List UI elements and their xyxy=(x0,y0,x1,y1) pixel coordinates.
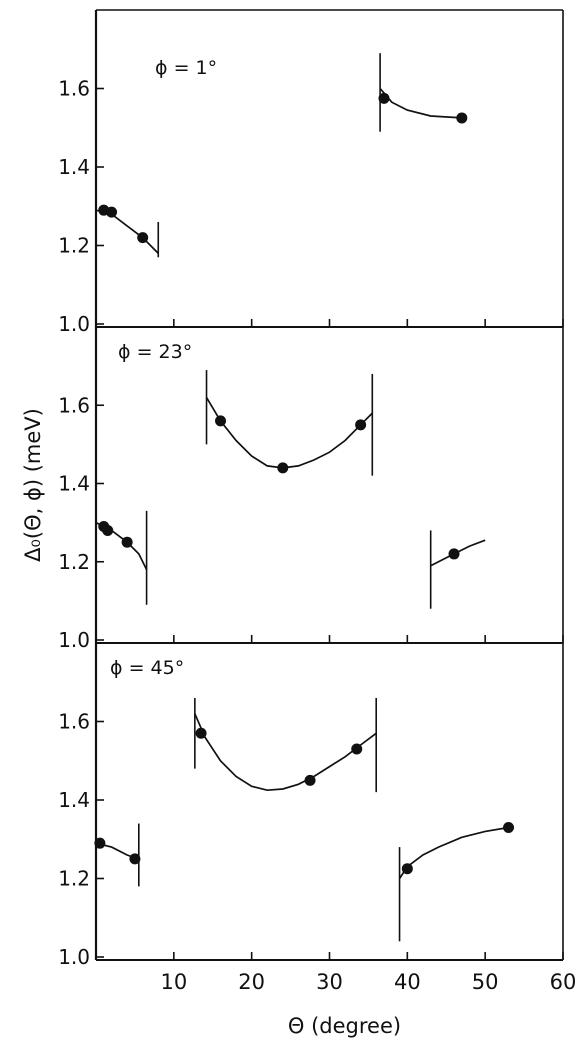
y-tick-label: 1.4 xyxy=(58,788,90,812)
data-point xyxy=(106,206,118,218)
data-point xyxy=(378,92,390,104)
x-tick-label: 10 xyxy=(160,970,187,994)
data-point xyxy=(121,536,133,548)
y-tick-label: 1.0 xyxy=(58,628,90,652)
x-axis-title: Θ (degree) xyxy=(288,1014,401,1038)
y-tick-label: 1.6 xyxy=(58,393,90,417)
y-tick-label: 1.6 xyxy=(58,710,90,734)
data-point xyxy=(129,853,141,865)
data-point xyxy=(277,462,289,474)
fit-curve xyxy=(95,209,159,254)
panel-3: 1.0 1.2 1.4 1.6 ϕ = 45° xyxy=(58,643,564,969)
y-axis-title: Δ₀(Θ, ϕ) (meV) xyxy=(21,408,45,562)
y-tick-label: 1.6 xyxy=(58,77,90,101)
data-point xyxy=(503,821,515,833)
y-tick-label: 1.4 xyxy=(58,155,90,179)
data-point xyxy=(304,774,316,786)
data-point xyxy=(355,419,367,431)
fit-curve xyxy=(205,396,373,469)
y-tick-label: 1.2 xyxy=(58,550,90,574)
x-tick-label: 40 xyxy=(394,970,421,994)
panel-label: ϕ = 1° xyxy=(155,57,217,79)
x-tick-label: 50 xyxy=(472,970,499,994)
panel-label: ϕ = 23° xyxy=(118,341,192,363)
data-point xyxy=(401,863,413,875)
data-point xyxy=(195,727,207,739)
panel-1: 1.0 1.2 1.4 1.6 ϕ = 1° xyxy=(58,9,564,336)
panel-label: ϕ = 45° xyxy=(110,657,184,679)
data-point xyxy=(456,112,468,124)
x-tick-label: 20 xyxy=(238,970,265,994)
y-tick-label: 1.4 xyxy=(58,472,90,496)
data-point xyxy=(215,415,227,427)
x-tick-label: 60 xyxy=(550,970,577,994)
y-tick-label: 1.0 xyxy=(58,945,90,969)
data-point xyxy=(351,743,363,755)
x-tick-label: 30 xyxy=(316,970,343,994)
data-point xyxy=(448,548,460,560)
data-point xyxy=(137,232,149,244)
panel-2: 1.0 1.2 1.4 1.6 ϕ = 23° xyxy=(58,327,564,652)
fit-curve xyxy=(398,826,509,879)
fit-curve xyxy=(379,87,462,119)
fit-curve xyxy=(194,713,377,792)
data-point xyxy=(94,837,106,849)
y-tick-label: 1.2 xyxy=(58,234,90,258)
data-point xyxy=(102,524,114,536)
y-tick-label: 1.0 xyxy=(58,312,90,336)
y-tick-label: 1.2 xyxy=(58,867,90,891)
